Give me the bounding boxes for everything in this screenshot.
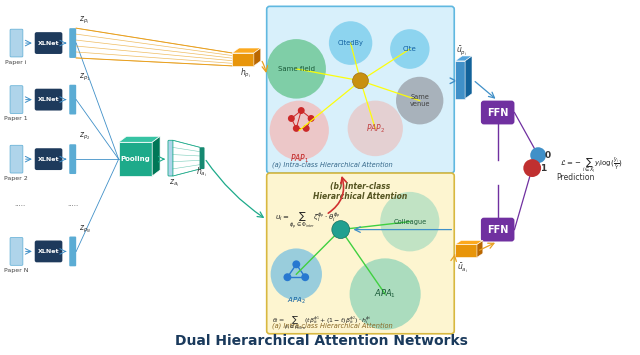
Text: 1: 1 [540,164,546,173]
Circle shape [293,125,300,132]
Text: FFN: FFN [487,108,508,118]
Text: (a) Intra-class Hierarchical Attention: (a) Intra-class Hierarchical Attention [271,162,392,168]
Circle shape [284,273,291,281]
Text: .....: ..... [14,201,26,207]
Text: Paper N: Paper N [4,268,28,273]
Text: $APA_1$: $APA_1$ [374,288,396,300]
Polygon shape [118,136,160,142]
Circle shape [269,100,329,160]
Text: $\bar{u}_{a_i}$: $\bar{u}_{a_i}$ [456,261,468,275]
Polygon shape [254,48,260,66]
Text: Paper 2: Paper 2 [4,176,28,181]
FancyBboxPatch shape [267,173,454,334]
Text: (a) Intra-class Hierarchical Attention: (a) Intra-class Hierarchical Attention [271,322,392,329]
Circle shape [349,258,420,330]
Text: $\theta_i = \sum_{\beta_i \in \beta_{intra}} (t\beta_{it}^{\phi_1} + (1-t)\beta_: $\theta_i = \sum_{\beta_i \in \beta_{int… [271,314,371,332]
Text: XLNet: XLNet [38,157,60,162]
Text: .....: ..... [68,201,79,207]
FancyBboxPatch shape [481,100,515,124]
FancyBboxPatch shape [35,89,62,110]
Text: 0: 0 [545,151,551,160]
Circle shape [288,115,295,122]
FancyBboxPatch shape [69,144,76,174]
FancyBboxPatch shape [10,86,23,114]
Circle shape [348,100,403,156]
Text: Prediction: Prediction [556,173,595,181]
FancyBboxPatch shape [200,147,205,169]
Text: $u_i = \sum_{\phi_p \in \Phi_{inter}} \zeta_i^{\phi_p} \cdot \theta_i^{\phi_p}$: $u_i = \sum_{\phi_p \in \Phi_{inter}} \z… [275,211,340,232]
Polygon shape [477,240,483,257]
Polygon shape [232,48,260,53]
FancyBboxPatch shape [69,28,76,58]
Text: Cite: Cite [403,46,417,52]
Text: $\mathcal{L} = -\sum_{i \in X_l} y_i \log(\frac{\hat{y}_i}{\hat{Y}})$: $\mathcal{L} = -\sum_{i \in X_l} y_i \lo… [560,155,622,175]
FancyBboxPatch shape [481,218,515,241]
Circle shape [303,125,310,132]
Polygon shape [455,240,483,245]
Polygon shape [152,136,160,176]
Polygon shape [455,56,472,61]
Text: XLNet: XLNet [38,40,60,45]
Text: Hierarchical Attention: Hierarchical Attention [314,192,408,201]
Circle shape [396,77,444,124]
Text: Colleague: Colleague [393,219,426,225]
Circle shape [298,107,305,114]
Polygon shape [232,53,254,66]
Text: Dual Hierarchical Attention Networks: Dual Hierarchical Attention Networks [175,334,467,348]
Text: FFN: FFN [487,225,508,235]
Text: XLNet: XLNet [38,97,60,102]
Text: Same field: Same field [278,66,315,72]
Text: XLNet: XLNet [38,249,60,254]
Text: $\bar{u}_{p_i}$: $\bar{u}_{p_i}$ [456,44,468,57]
FancyBboxPatch shape [69,236,76,266]
Text: $z_{p_1}$: $z_{p_1}$ [79,72,91,83]
Polygon shape [118,142,152,176]
FancyBboxPatch shape [69,85,76,115]
Polygon shape [455,245,477,257]
Text: $PAP_2$: $PAP_2$ [365,122,385,135]
Text: $z_{a_i}$: $z_{a_i}$ [169,177,179,189]
Text: Paper 1: Paper 1 [4,116,28,121]
Polygon shape [455,61,465,99]
Circle shape [292,260,300,268]
Circle shape [308,115,315,122]
Polygon shape [465,56,472,99]
Text: Pooling: Pooling [120,156,150,162]
Circle shape [353,73,369,89]
FancyBboxPatch shape [10,237,23,265]
Text: $z_{p_i}$: $z_{p_i}$ [79,15,90,26]
FancyBboxPatch shape [35,240,62,262]
Text: $z_{p_2}$: $z_{p_2}$ [79,131,91,142]
Circle shape [380,192,440,251]
Text: CitedBy: CitedBy [338,40,364,46]
Circle shape [329,21,372,65]
FancyBboxPatch shape [35,32,62,54]
Circle shape [332,221,349,239]
Text: $h_{a_i}$: $h_{a_i}$ [196,165,207,179]
Text: Same
venue: Same venue [410,94,430,107]
Circle shape [390,29,429,69]
FancyBboxPatch shape [35,148,62,170]
Text: $h_{p_i}$: $h_{p_i}$ [241,67,252,81]
Circle shape [301,273,309,281]
Text: $PAP_1$: $PAP_1$ [290,152,309,165]
FancyBboxPatch shape [267,6,454,173]
FancyBboxPatch shape [168,140,173,176]
Circle shape [267,39,326,99]
Text: Paper i: Paper i [5,60,27,65]
FancyBboxPatch shape [10,145,23,173]
Text: $APA_2$: $APA_2$ [287,296,306,306]
Circle shape [531,147,546,163]
Text: $z_{p_N}$: $z_{p_N}$ [79,223,92,235]
FancyBboxPatch shape [10,29,23,57]
Text: (b) Inter-class: (b) Inter-class [330,182,390,191]
Circle shape [271,248,322,300]
Circle shape [524,159,541,177]
